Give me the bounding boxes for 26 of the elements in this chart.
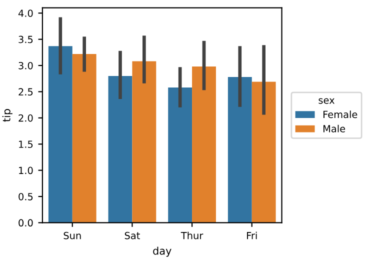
y-tick-label: 2.5 — [18, 88, 33, 96]
y-tick-label: 1.5 — [19, 140, 33, 148]
bar — [72, 54, 96, 223]
y-axis-title: tip — [2, 109, 12, 122]
y-tick-label: 4.0 — [18, 10, 33, 17]
legend-label: Female — [323, 110, 358, 118]
y-tick-label: 0.5 — [18, 192, 33, 200]
bar — [108, 76, 132, 223]
x-tick-label: Fri — [247, 232, 257, 240]
legend-title: sex — [318, 98, 334, 104]
y-tick-label: 3.5 — [18, 36, 33, 44]
x-tick-label: Sun — [64, 232, 81, 240]
bar — [192, 66, 216, 223]
y-tick-label: 2.0 — [18, 114, 33, 122]
bar — [168, 88, 192, 223]
legend-label: Male — [323, 124, 346, 132]
y-tick-label: 1.0 — [19, 166, 33, 174]
bar — [228, 77, 252, 223]
bar — [132, 61, 156, 223]
x-tick-label: Sat — [124, 232, 140, 240]
bar — [252, 82, 276, 223]
x-tick-label: Thur — [180, 232, 204, 240]
y-tick-label: 0.0 — [18, 219, 33, 227]
bar — [48, 46, 72, 223]
y-tick-label: 3.0 — [18, 62, 33, 70]
x-axis-title: day — [153, 246, 172, 257]
